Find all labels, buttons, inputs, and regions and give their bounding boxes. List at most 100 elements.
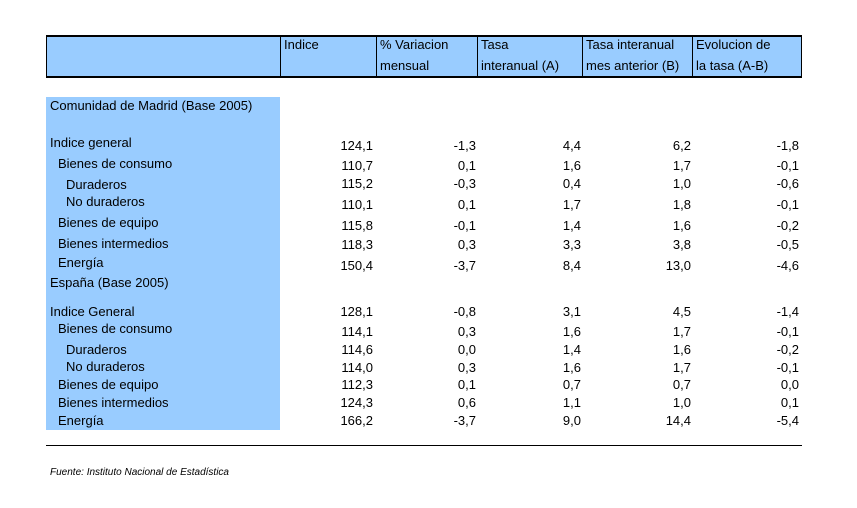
header-separator [582,35,583,78]
cell-evolucion: 0,0 [780,377,799,392]
cell-indice: 114,1 [341,324,373,339]
cell-tasa-anterior: 14,4 [665,413,691,428]
cell-tasa: 1,6 [562,324,581,339]
cell-indice: 128,1 [340,304,373,319]
header-separator [46,35,47,78]
cell-tasa: 1,6 [562,360,581,375]
row-label: Bienes de equipo [58,215,159,230]
cell-tasa: 1,4 [562,218,581,233]
header-separator [801,35,802,78]
cell-evolucion: -5,4 [776,413,799,428]
row-label: Bienes de consumo [58,321,173,336]
cell-tasa-anterior: 1,6 [672,342,691,357]
row-label: No duraderos [66,194,145,209]
cell-evolucion: -4,6 [776,258,799,273]
cell-tasa-anterior: 1,0 [672,176,691,191]
header-band [46,35,801,77]
cell-tasa-anterior: 1,7 [672,324,691,339]
row-label: No duraderos [66,359,145,374]
cell-indice: 112,3 [341,377,373,392]
cell-evolucion: -1,4 [776,304,799,319]
cell-evolucion: -0,5 [776,237,799,252]
header-tasa-anterior-line1: Tasa interanual [586,37,675,52]
cell-evolucion: -1,8 [776,138,799,153]
cell-indice: 115,8 [341,218,373,233]
header-evolucion-line1: Evolucion de [696,37,771,52]
cell-indice: 114,0 [341,360,373,375]
cell-tasa-anterior: 0,7 [672,377,691,392]
row-label: Bienes intermedios [58,395,169,410]
section-title-madrid: Comunidad de Madrid (Base 2005) [50,98,253,113]
cell-indice: 166,2 [340,413,373,428]
cell-tasa: 8,4 [562,258,581,273]
cell-tasa: 1,1 [562,395,581,410]
header-variacion-line1: % Variacion [380,37,449,52]
source-note: Fuente: Instituto Nacional de Estadístic… [50,467,229,478]
header-tasa-line2: interanual (A) [481,58,560,73]
header-tasa-anterior-line2: mes anterior (B) [586,58,680,73]
cell-tasa-anterior: 1,7 [672,360,691,375]
cell-variacion: -0,8 [453,304,476,319]
cell-tasa-anterior: 3,8 [672,237,691,252]
row-label: Bienes de equipo [58,377,159,392]
cell-evolucion: -0,2 [776,342,799,357]
row-label: Indice general [50,135,132,150]
row-label: Duraderos [66,177,127,192]
cell-tasa: 0,4 [562,176,581,191]
cell-variacion: -1,3 [453,138,476,153]
cell-indice: 118,3 [341,237,373,252]
cell-variacion: 0,1 [457,377,476,392]
cell-indice: 110,1 [341,197,373,212]
header-bottom-rule [46,76,802,78]
cell-tasa: 9,0 [562,413,581,428]
cell-variacion: 0,3 [457,360,476,375]
cell-tasa-anterior: 1,6 [672,218,691,233]
cell-evolucion: 0,1 [780,395,799,410]
label-column-band [46,97,280,430]
cell-tasa: 0,7 [562,377,581,392]
cell-tasa: 1,7 [562,197,581,212]
cell-indice: 150,4 [340,258,373,273]
cell-tasa: 1,6 [562,158,581,173]
cell-variacion: 0,1 [457,197,476,212]
row-label: Energía [58,413,104,428]
cell-evolucion: -0,1 [776,324,799,339]
cell-evolucion: -0,1 [776,158,799,173]
header-top-rule [46,35,802,37]
header-separator [376,35,377,78]
cell-variacion: -0,1 [453,218,476,233]
row-label: Bienes intermedios [58,236,169,251]
cell-variacion: -0,3 [453,176,476,191]
cell-indice: 124,3 [340,395,373,410]
cell-variacion: 0,3 [457,324,476,339]
cell-variacion: 0,0 [457,342,476,357]
cell-tasa-anterior: 13,0 [665,258,691,273]
row-label: Indice General [50,304,135,319]
cell-indice: 115,2 [341,176,373,191]
cell-tasa-anterior: 1,7 [672,158,691,173]
cell-tasa-anterior: 4,5 [672,304,691,319]
cell-indice: 114,6 [341,342,373,357]
cell-tasa: 3,1 [562,304,581,319]
cell-indice: 110,7 [341,158,373,173]
row-label: Energía [58,255,104,270]
cell-indice: 124,1 [340,138,373,153]
cell-variacion: 0,6 [457,395,476,410]
header-indice: Indice [284,37,319,52]
header-variacion-line2: mensual [380,58,430,73]
cell-evolucion: -0,6 [776,176,799,191]
cell-tasa-anterior: 6,2 [672,138,691,153]
row-label: Duraderos [66,342,127,357]
cell-evolucion: -0,1 [776,197,799,212]
section-title-espana: España (Base 2005) [50,275,169,290]
table-bottom-rule [46,445,802,446]
cell-variacion: 0,1 [457,158,476,173]
header-separator [280,35,281,78]
cell-tasa-anterior: 1,8 [672,197,691,212]
cell-tasa-anterior: 1,0 [672,395,691,410]
cell-tasa: 1,4 [562,342,581,357]
cell-tasa: 4,4 [562,138,581,153]
header-separator [692,35,693,78]
row-label: Bienes de consumo [58,156,173,171]
cell-tasa: 3,3 [562,237,581,252]
